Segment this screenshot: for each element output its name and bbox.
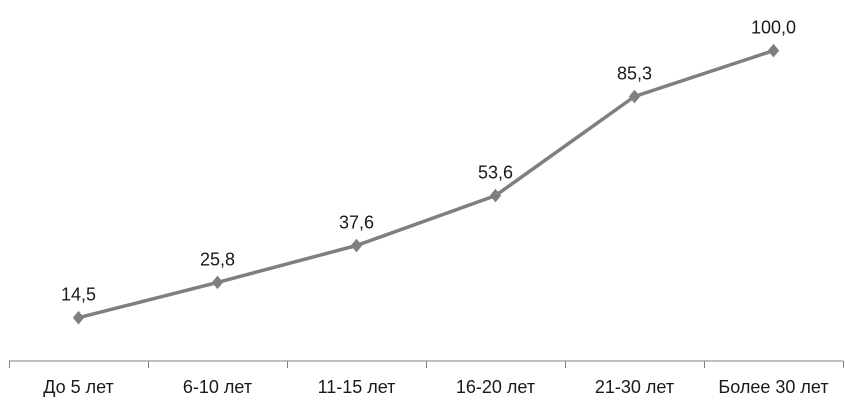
x-axis bbox=[9, 360, 844, 368]
data-point-marker bbox=[767, 43, 780, 58]
x-tick-label: Более 30 лет bbox=[718, 377, 828, 397]
x-tick-label: 21-30 лет bbox=[595, 377, 674, 397]
data-point-marker bbox=[72, 310, 85, 325]
series-line bbox=[76, 48, 776, 320]
x-tick-label: 6-10 лет bbox=[183, 377, 252, 397]
data-label: 85,3 bbox=[617, 64, 652, 84]
data-label-group: 14,5 25,8 37,6 53,6 85,3 100,0 bbox=[61, 18, 796, 305]
data-point-marker bbox=[211, 275, 224, 290]
x-tick-label: 11-15 лет bbox=[318, 377, 396, 397]
data-label: 53,6 bbox=[478, 163, 513, 183]
data-point-marker bbox=[489, 188, 502, 203]
data-point-marker bbox=[350, 238, 363, 253]
x-tick-label: 16-20 лет bbox=[456, 377, 535, 397]
series-marker-group bbox=[72, 43, 780, 325]
x-tick-label-group: До 5 лет 6-10 лет 11-15 лет 16-20 лет 21-30 … bbox=[43, 377, 828, 397]
data-label: 37,6 bbox=[339, 213, 374, 233]
data-label: 100,0 bbox=[751, 18, 796, 38]
data-label: 25,8 bbox=[200, 249, 235, 269]
data-label: 14,5 bbox=[61, 285, 96, 305]
x-tick-label: До 5 лет bbox=[43, 377, 114, 397]
data-point-marker bbox=[628, 89, 641, 104]
series-line-group bbox=[76, 48, 776, 320]
